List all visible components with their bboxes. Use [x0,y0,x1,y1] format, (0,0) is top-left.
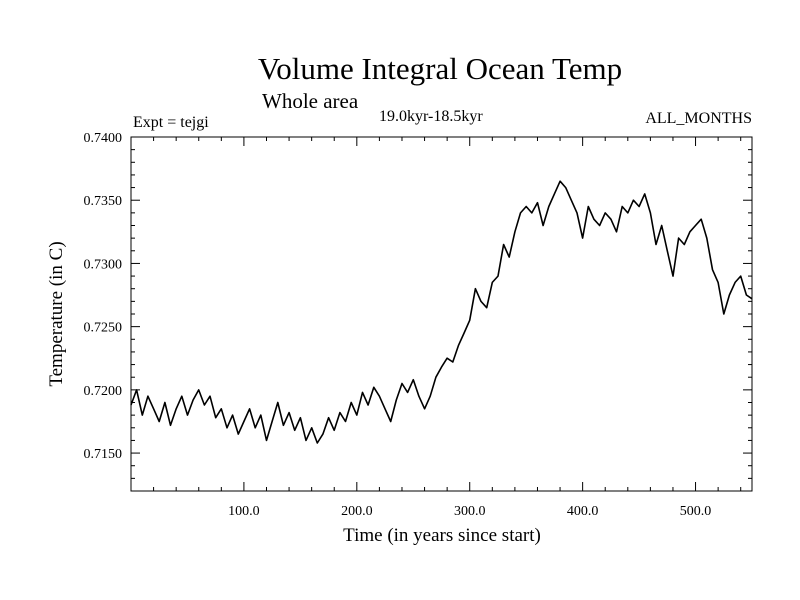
expt-label: Expt = tejgi [133,114,209,131]
y-tick-label: 0.7400 [84,131,123,146]
plot-frame [130,136,753,492]
x-tick-label: 400.0 [567,504,599,519]
x-tick-label: 300.0 [454,504,486,519]
chart-subtitle: Whole area [262,89,359,113]
y-axis-label: Temperature (in C) [46,241,67,386]
season-label: ALL_MONTHS [645,110,752,127]
y-tick-label: 0.7350 [84,194,123,209]
x-tick-label: 100.0 [228,504,260,519]
y-tick-label: 0.7300 [84,257,123,272]
chart-title: Volume Integral Ocean Temp [258,51,622,86]
y-ticks: 0.7150 0.7200 0.7250 0.7300 0.7350 0.7400 [84,131,752,492]
x-axis-label: Time (in years since start) [343,525,541,546]
x-tick-label: 200.0 [341,504,373,519]
series-line-tejgi [130,180,753,444]
x-ticks: 100.0 200.0 300.0 400.0 500.0 [153,137,742,519]
y-tick-label: 0.7150 [84,447,123,462]
time-range-label: 19.0kyr-18.5kyr [379,108,483,125]
y-tick-label: 0.7200 [84,384,123,399]
x-tick-label: 500.0 [680,504,712,519]
y-tick-label: 0.7250 [84,321,123,336]
